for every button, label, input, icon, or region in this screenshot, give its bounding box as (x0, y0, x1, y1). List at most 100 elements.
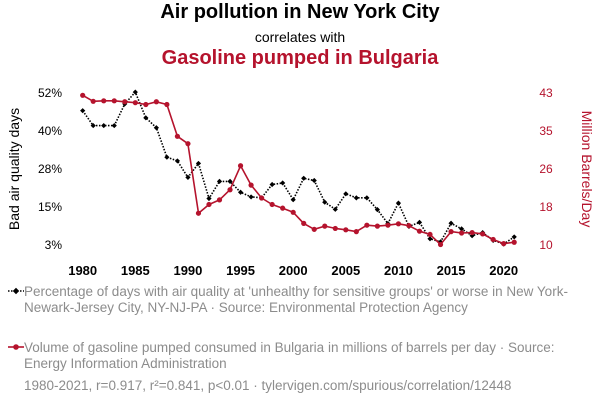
data-point-series-1 (458, 226, 465, 232)
x-tick: 2010 (384, 263, 413, 278)
x-tick: 1995 (226, 263, 255, 278)
data-point-series-1 (143, 115, 149, 121)
data-point-series-1 (174, 158, 181, 164)
data-point-series-2 (216, 197, 223, 203)
x-tick: 2005 (331, 263, 360, 278)
data-point-series-2 (322, 223, 328, 229)
data-point-series-2 (448, 229, 454, 235)
x-tick: 2015 (437, 263, 466, 278)
data-point-series-2 (458, 230, 465, 236)
y-axis-label-right: Million Barrels/Day (579, 111, 595, 228)
data-point-series-1 (153, 125, 159, 131)
legend-text-air-pollution: Percentage of days with air quality at '… (24, 284, 568, 315)
y-axis-label-left: Bad air quality days (6, 108, 22, 230)
data-point-series-2 (111, 98, 117, 104)
data-point-series-1 (364, 195, 370, 201)
data-point-series-1 (227, 178, 233, 185)
data-point-series-1 (290, 197, 296, 203)
data-point-series-1 (511, 234, 517, 240)
data-point-series-2 (237, 163, 244, 169)
data-point-series-2 (511, 239, 517, 245)
data-point-series-2 (301, 220, 307, 226)
y-tick-left: 52% (38, 86, 62, 100)
data-point-series-2 (290, 209, 296, 215)
data-point-series-1 (237, 189, 244, 195)
data-point-series-1 (248, 194, 254, 200)
data-point-series-1 (206, 195, 212, 202)
data-point-series-1 (101, 122, 107, 129)
data-point-series-2 (206, 201, 212, 208)
y-tick-left: 15% (38, 200, 62, 214)
y-tick-right: 26 (539, 162, 553, 176)
data-point-series-2 (490, 236, 496, 243)
data-point-series-2 (122, 99, 128, 105)
legend-marker-dotted-diamond (8, 287, 24, 295)
data-point-series-1 (427, 236, 433, 242)
data-point-series-1 (269, 181, 275, 188)
x-tick: 1980 (68, 263, 97, 278)
data-point-series-2 (353, 229, 359, 235)
data-point-series-1 (80, 108, 86, 114)
data-point-series-2 (259, 195, 265, 201)
data-point-series-1 (185, 174, 191, 180)
data-point-series-1 (216, 178, 223, 185)
data-point-series-2 (437, 241, 444, 248)
x-tick: 2000 (279, 263, 308, 278)
data-point-series-2 (174, 133, 181, 139)
data-point-series-2 (164, 101, 170, 108)
data-point-series-2 (80, 92, 86, 98)
data-point-series-1 (395, 200, 402, 206)
y-tick-right: 18 (539, 200, 553, 214)
data-point-series-2 (248, 182, 254, 188)
data-point-series-2 (395, 221, 402, 227)
data-point-series-1 (332, 206, 338, 212)
data-point-series-2 (90, 98, 96, 104)
legend-text-gasoline: Volume of gasoline pumped consumed in Bu… (24, 340, 555, 371)
data-point-series-1 (416, 219, 423, 225)
data-point-series-2 (469, 229, 475, 236)
y-tick-left: 28% (38, 162, 62, 176)
data-point-series-1 (195, 160, 202, 167)
footer-stats: 1980-2021, r=0.917, r²=0.841, p<0.01 · t… (24, 378, 512, 393)
data-point-series-2 (374, 223, 380, 229)
data-point-series-2 (385, 222, 391, 228)
data-point-series-1 (164, 154, 170, 160)
data-point-series-1 (353, 195, 359, 201)
x-tick: 1985 (121, 263, 150, 278)
data-point-series-2 (195, 210, 202, 216)
data-point-series-2 (185, 141, 191, 147)
data-point-series-2 (343, 227, 349, 233)
data-point-series-1 (301, 175, 307, 181)
chart-title: Air pollution in New York City (160, 1, 440, 23)
legend-item-air-pollution: Percentage of days with air quality at '… (8, 284, 593, 316)
x-tick: 2020 (489, 263, 518, 278)
data-point-series-2 (101, 98, 107, 104)
data-point-series-1 (437, 239, 444, 245)
legend-marker-solid-circle (8, 344, 24, 350)
data-point-series-1 (280, 180, 286, 186)
data-point-series-2 (143, 101, 149, 108)
data-point-series-2 (153, 99, 159, 105)
series-line-1 (82, 91, 515, 245)
data-point-series-1 (448, 220, 454, 226)
data-point-series-1 (111, 122, 117, 129)
x-tick: 1990 (173, 263, 202, 278)
y-tick-left: 40% (38, 124, 62, 138)
data-point-series-1 (132, 89, 138, 95)
data-point-series-2 (132, 100, 138, 106)
y-tick-right: 10 (539, 238, 553, 252)
chart-subtitle: correlates with (254, 29, 346, 45)
y-tick-left: 3% (45, 238, 63, 252)
data-point-series-2 (416, 228, 423, 234)
data-point-series-2 (480, 231, 486, 237)
data-point-series-2 (332, 225, 338, 232)
chart-title-secondary: Gasoline pumped in Bulgaria (161, 47, 439, 69)
data-point-series-2 (311, 226, 317, 232)
data-point-series-1 (90, 122, 96, 129)
data-point-series-2 (269, 201, 275, 208)
data-point-series-1 (374, 207, 380, 213)
y-tick-right: 43 (539, 86, 553, 100)
data-point-series-2 (501, 241, 507, 247)
y-tick-right: 35 (539, 124, 553, 138)
